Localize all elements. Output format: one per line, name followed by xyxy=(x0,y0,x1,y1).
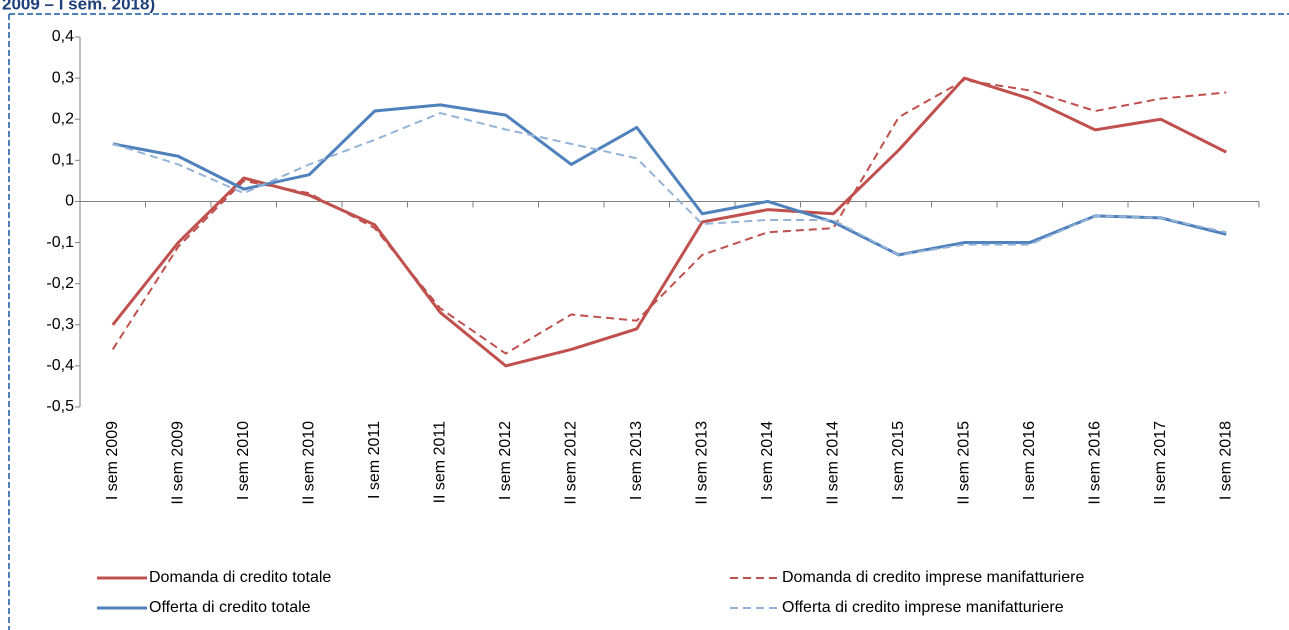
legend-label: Domanda di credito imprese manifatturier… xyxy=(782,569,1084,586)
data-line xyxy=(111,79,1227,355)
x-tick-label: I sem 2012 xyxy=(497,421,514,500)
data-line xyxy=(111,76,1227,368)
x-tick-label: I sem 2015 xyxy=(890,421,907,500)
y-tick-label: 0 xyxy=(65,193,74,210)
x-tick-label: II sem 2012 xyxy=(562,421,579,505)
x-tick-label: II sem 2016 xyxy=(1086,421,1103,505)
legend-label: Offerta di credito totale xyxy=(149,599,311,616)
data-line xyxy=(112,103,1227,257)
x-tick-label: I sem 2011 xyxy=(366,421,383,499)
x-tick-label: I sem 2018 xyxy=(1217,421,1234,500)
x-tick-label: II sem 2014 xyxy=(824,421,841,505)
x-tick-label: II sem 2015 xyxy=(955,421,972,505)
y-tick-label: 0,3 xyxy=(52,69,74,86)
data-line xyxy=(112,112,1227,256)
y-tick-label: -0,5 xyxy=(46,398,74,415)
y-tick-label: 0,1 xyxy=(52,152,74,169)
y-tick-label: -0,4 xyxy=(46,357,74,374)
y-tick-label: 0,2 xyxy=(52,110,74,127)
legend-label: Offerta di credito imprese manifatturier… xyxy=(782,599,1064,616)
y-tick-label: 0,4 xyxy=(52,28,74,45)
x-tick-label: II sem 2009 xyxy=(169,421,186,505)
x-tick-label: I sem 2010 xyxy=(235,421,252,500)
x-tick-label: II sem 2013 xyxy=(693,421,710,505)
y-tick-label: -0,2 xyxy=(46,275,74,292)
legend-label: Domanda di credito totale xyxy=(149,569,331,586)
x-tick-label: I sem 2016 xyxy=(1021,421,1038,500)
x-tick-label: II sem 2017 xyxy=(1152,421,1169,505)
x-tick-label: II sem 2010 xyxy=(300,421,317,505)
x-tick-label: I sem 2009 xyxy=(104,421,121,500)
y-tick-label: -0,1 xyxy=(46,234,74,251)
x-tick-label: II sem 2011 xyxy=(431,421,448,504)
x-tick-label: I sem 2014 xyxy=(759,421,776,500)
y-tick-label: -0,3 xyxy=(46,316,74,333)
x-tick-label: I sem 2013 xyxy=(628,421,645,500)
chart-title: 2009 – I sem. 2018) xyxy=(2,0,155,13)
